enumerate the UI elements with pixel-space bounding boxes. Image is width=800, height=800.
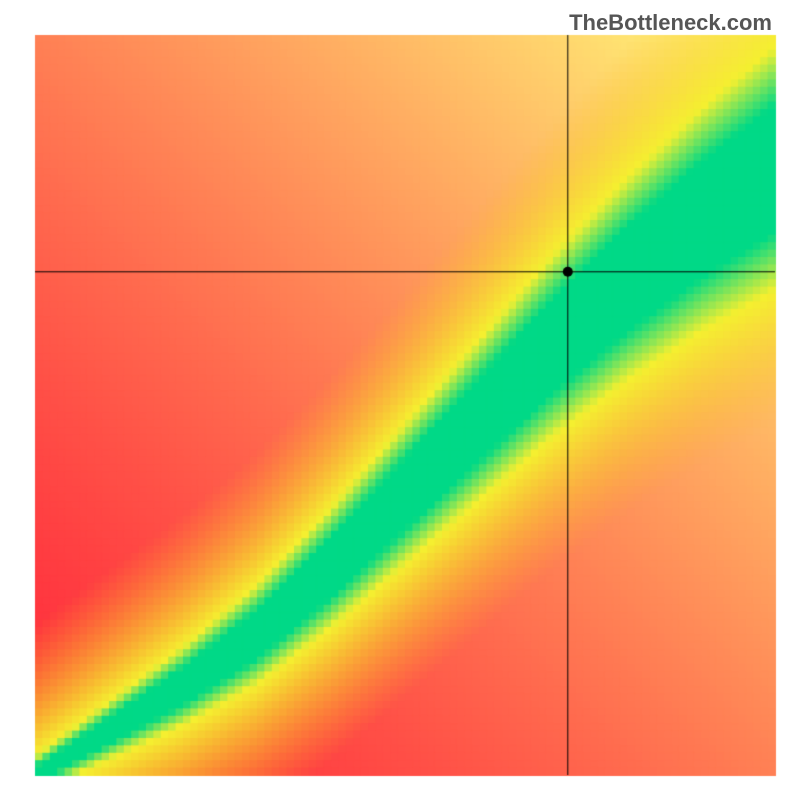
watermark-text: TheBottleneck.com (569, 10, 772, 36)
bottleneck-heatmap (0, 0, 800, 800)
